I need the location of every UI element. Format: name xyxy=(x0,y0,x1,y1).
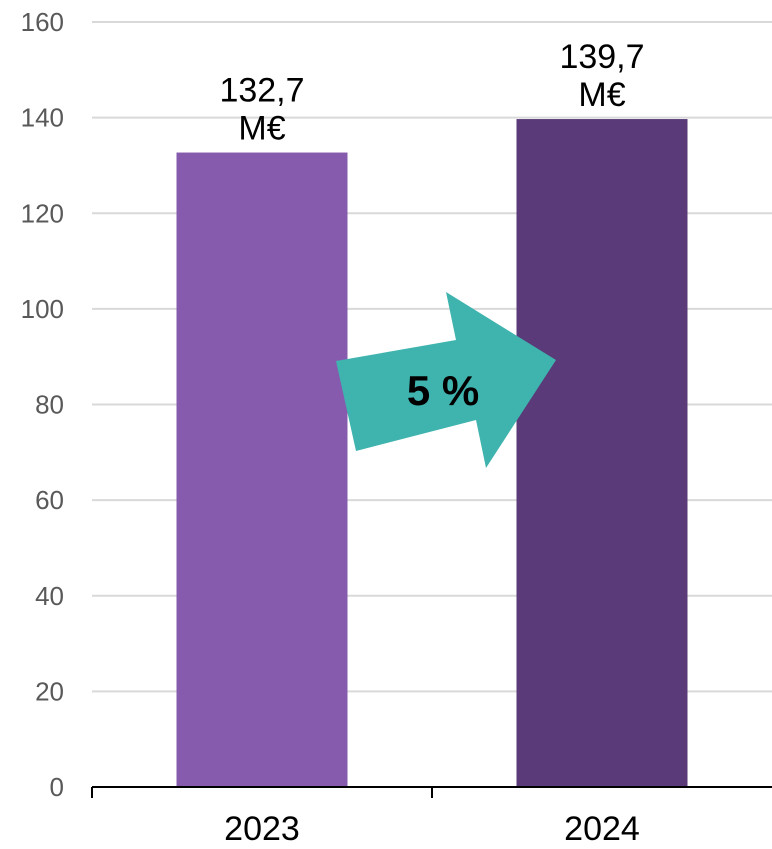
x-axis-category-labels: 2023 2024 xyxy=(224,810,640,848)
x-category-label: 2023 xyxy=(224,810,300,848)
growth-arrow: 5 % xyxy=(336,292,556,468)
y-tick-label: 160 xyxy=(21,7,64,37)
y-tick-label: 100 xyxy=(21,294,64,324)
y-tick-label: 140 xyxy=(21,103,64,133)
y-tick-label: 0 xyxy=(50,772,64,802)
y-tick-label: 40 xyxy=(35,581,64,611)
data-labels: 132,7 M€ 139,7 M€ xyxy=(219,38,644,147)
x-axis xyxy=(91,786,772,798)
bar-2023 xyxy=(176,152,348,787)
data-label: 132,7 M€ xyxy=(219,72,304,148)
bar-2024 xyxy=(516,119,688,787)
growth-arrow-shape xyxy=(336,292,556,468)
x-category-label: 2024 xyxy=(564,810,640,848)
bars xyxy=(176,119,688,787)
y-tick-label: 60 xyxy=(35,485,64,515)
y-tick-label: 80 xyxy=(35,390,64,420)
y-tick-label: 120 xyxy=(21,198,64,228)
growth-arrow-label: 5 % xyxy=(407,367,479,414)
data-label: 139,7 M€ xyxy=(559,38,644,114)
y-axis-tick-labels: 0 20 40 60 80 100 120 140 160 xyxy=(21,7,64,802)
y-tick-label: 20 xyxy=(35,676,64,706)
